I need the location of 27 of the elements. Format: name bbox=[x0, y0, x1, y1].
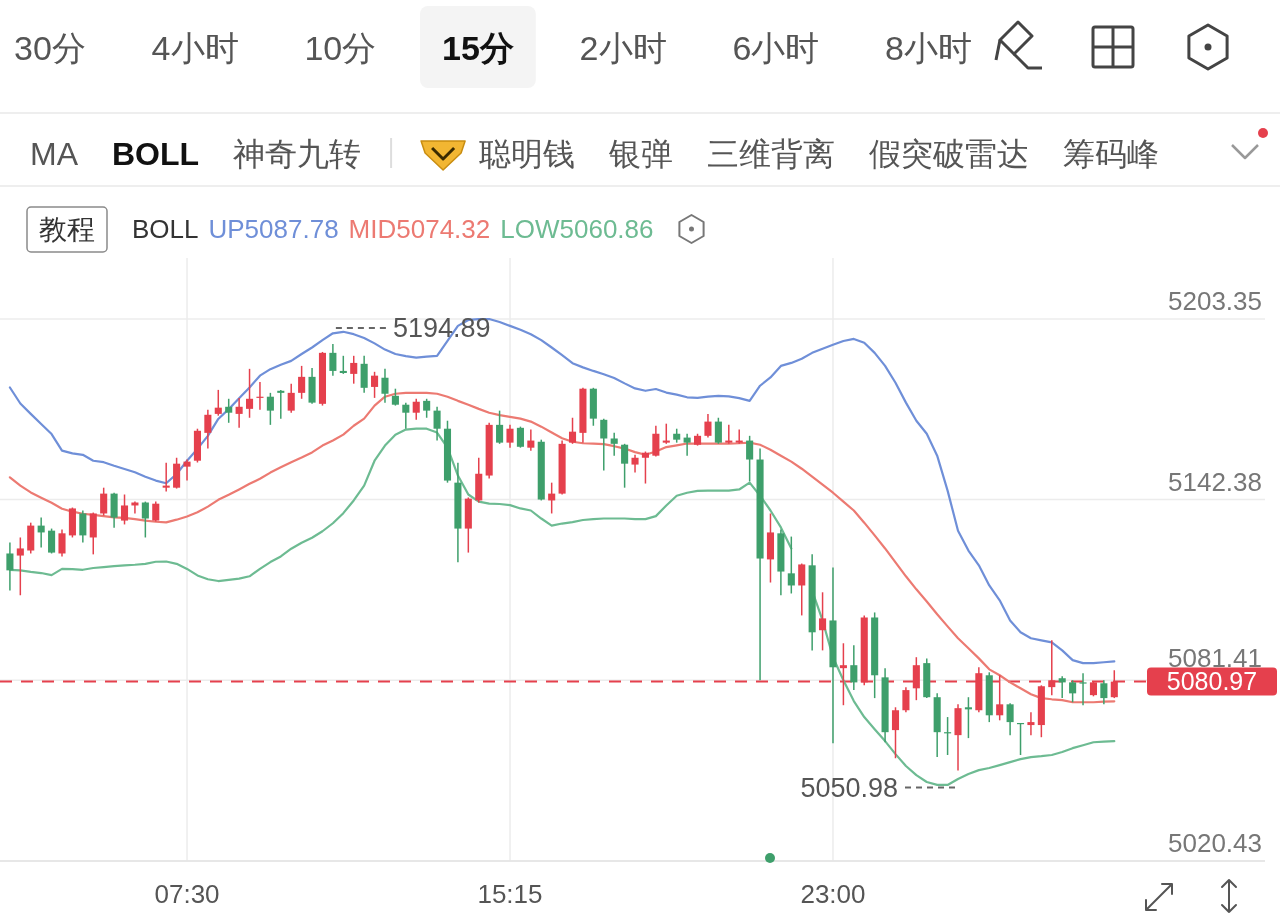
text: LOW5060.86 bbox=[500, 214, 654, 244]
x-tick-label: 23:00 bbox=[800, 879, 866, 909]
text: MID5074.32 bbox=[348, 214, 491, 244]
legend-title: BOLL bbox=[132, 214, 199, 244]
text: 6小时 bbox=[732, 29, 820, 67]
text: 30分 bbox=[14, 29, 86, 67]
x-tick-label: 07:30 bbox=[154, 879, 220, 909]
text: 2小时 bbox=[579, 29, 667, 67]
x-tick-label: 15:15 bbox=[477, 879, 543, 909]
text: 15分 bbox=[442, 29, 514, 67]
text: UP5087.78 bbox=[208, 214, 339, 244]
annotation: 教程 bbox=[39, 214, 95, 245]
y-tick-label: 5020.43 bbox=[1168, 828, 1262, 858]
text: 10分 bbox=[304, 29, 377, 67]
text: 8小时 bbox=[885, 29, 973, 67]
text: 聪明钱 bbox=[479, 136, 576, 172]
text: BOLL bbox=[112, 136, 200, 172]
annotation: 5050.98 bbox=[800, 772, 899, 803]
y-tick-label: 5142.38 bbox=[1168, 466, 1262, 497]
text: MA bbox=[30, 136, 79, 172]
y-tick-label: 5203.35 bbox=[1168, 285, 1262, 316]
text: 筹码峰 bbox=[1063, 136, 1160, 172]
text: 4小时 bbox=[151, 29, 239, 67]
text: 假突破雷达 bbox=[869, 136, 1030, 172]
text: 神奇九转 bbox=[233, 136, 362, 172]
text: 银弹 bbox=[608, 136, 674, 172]
text: 三维背离 bbox=[707, 136, 836, 172]
